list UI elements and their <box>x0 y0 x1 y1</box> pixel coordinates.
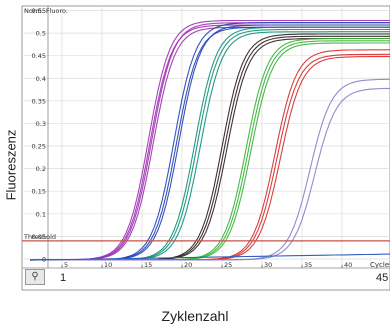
amplification-curve <box>30 87 390 261</box>
y-tick-label: 0.15 <box>32 188 46 196</box>
x-tick-label: 10 <box>104 261 112 269</box>
zoom-tool-icon[interactable]: ⚲ <box>25 269 45 285</box>
x-tick-label: 40 <box>344 261 352 269</box>
plot-frame <box>21 5 390 291</box>
x-tick-label: 15 <box>144 261 152 269</box>
y-axis-inner-label: Norm. Fluoro. <box>24 7 68 15</box>
x-tick-label: 20 <box>184 261 192 269</box>
x-axis-title: Zyklenzahl <box>161 308 229 324</box>
x-tick-label: 25 <box>224 261 232 269</box>
y-tick-labels: 0.55 0.5 0.45 0.4 0.35 0.3 0.25 0.2 0.15 0.1 0.05 0 <box>32 7 46 263</box>
y-tick-label: 0.4 <box>36 75 46 83</box>
y-tick-label: 0.3 <box>36 120 46 128</box>
threshold-label: Threshold <box>23 233 56 241</box>
y-tick-label: 0.05 <box>32 233 46 241</box>
y-tick-label: 0.55 <box>32 7 46 15</box>
y-tick-label: 0.45 <box>32 52 46 60</box>
x-tick-labels: 5 10 15 20 25 30 35 40 <box>64 261 352 269</box>
y-tick-label: 0.25 <box>32 143 46 151</box>
outer-tick-first: 1 <box>60 272 67 284</box>
y-tick-label: 0.5 <box>36 30 46 38</box>
y-tick-label: 0 <box>42 255 46 263</box>
baseline-curve <box>29 253 390 261</box>
x-tick-label: 35 <box>304 261 312 269</box>
y-tick-label: 0.2 <box>36 165 46 173</box>
amplification-curves <box>29 19 390 261</box>
outer-tick-last: 45 <box>376 272 389 284</box>
y-tick-label: 0.1 <box>36 210 46 218</box>
x-tick-label: 30 <box>264 261 272 269</box>
y-tick-label: 0.35 <box>32 97 46 105</box>
x-axis-inner-label: Cycles <box>370 261 390 269</box>
x-tick-label: 5 <box>64 261 68 269</box>
